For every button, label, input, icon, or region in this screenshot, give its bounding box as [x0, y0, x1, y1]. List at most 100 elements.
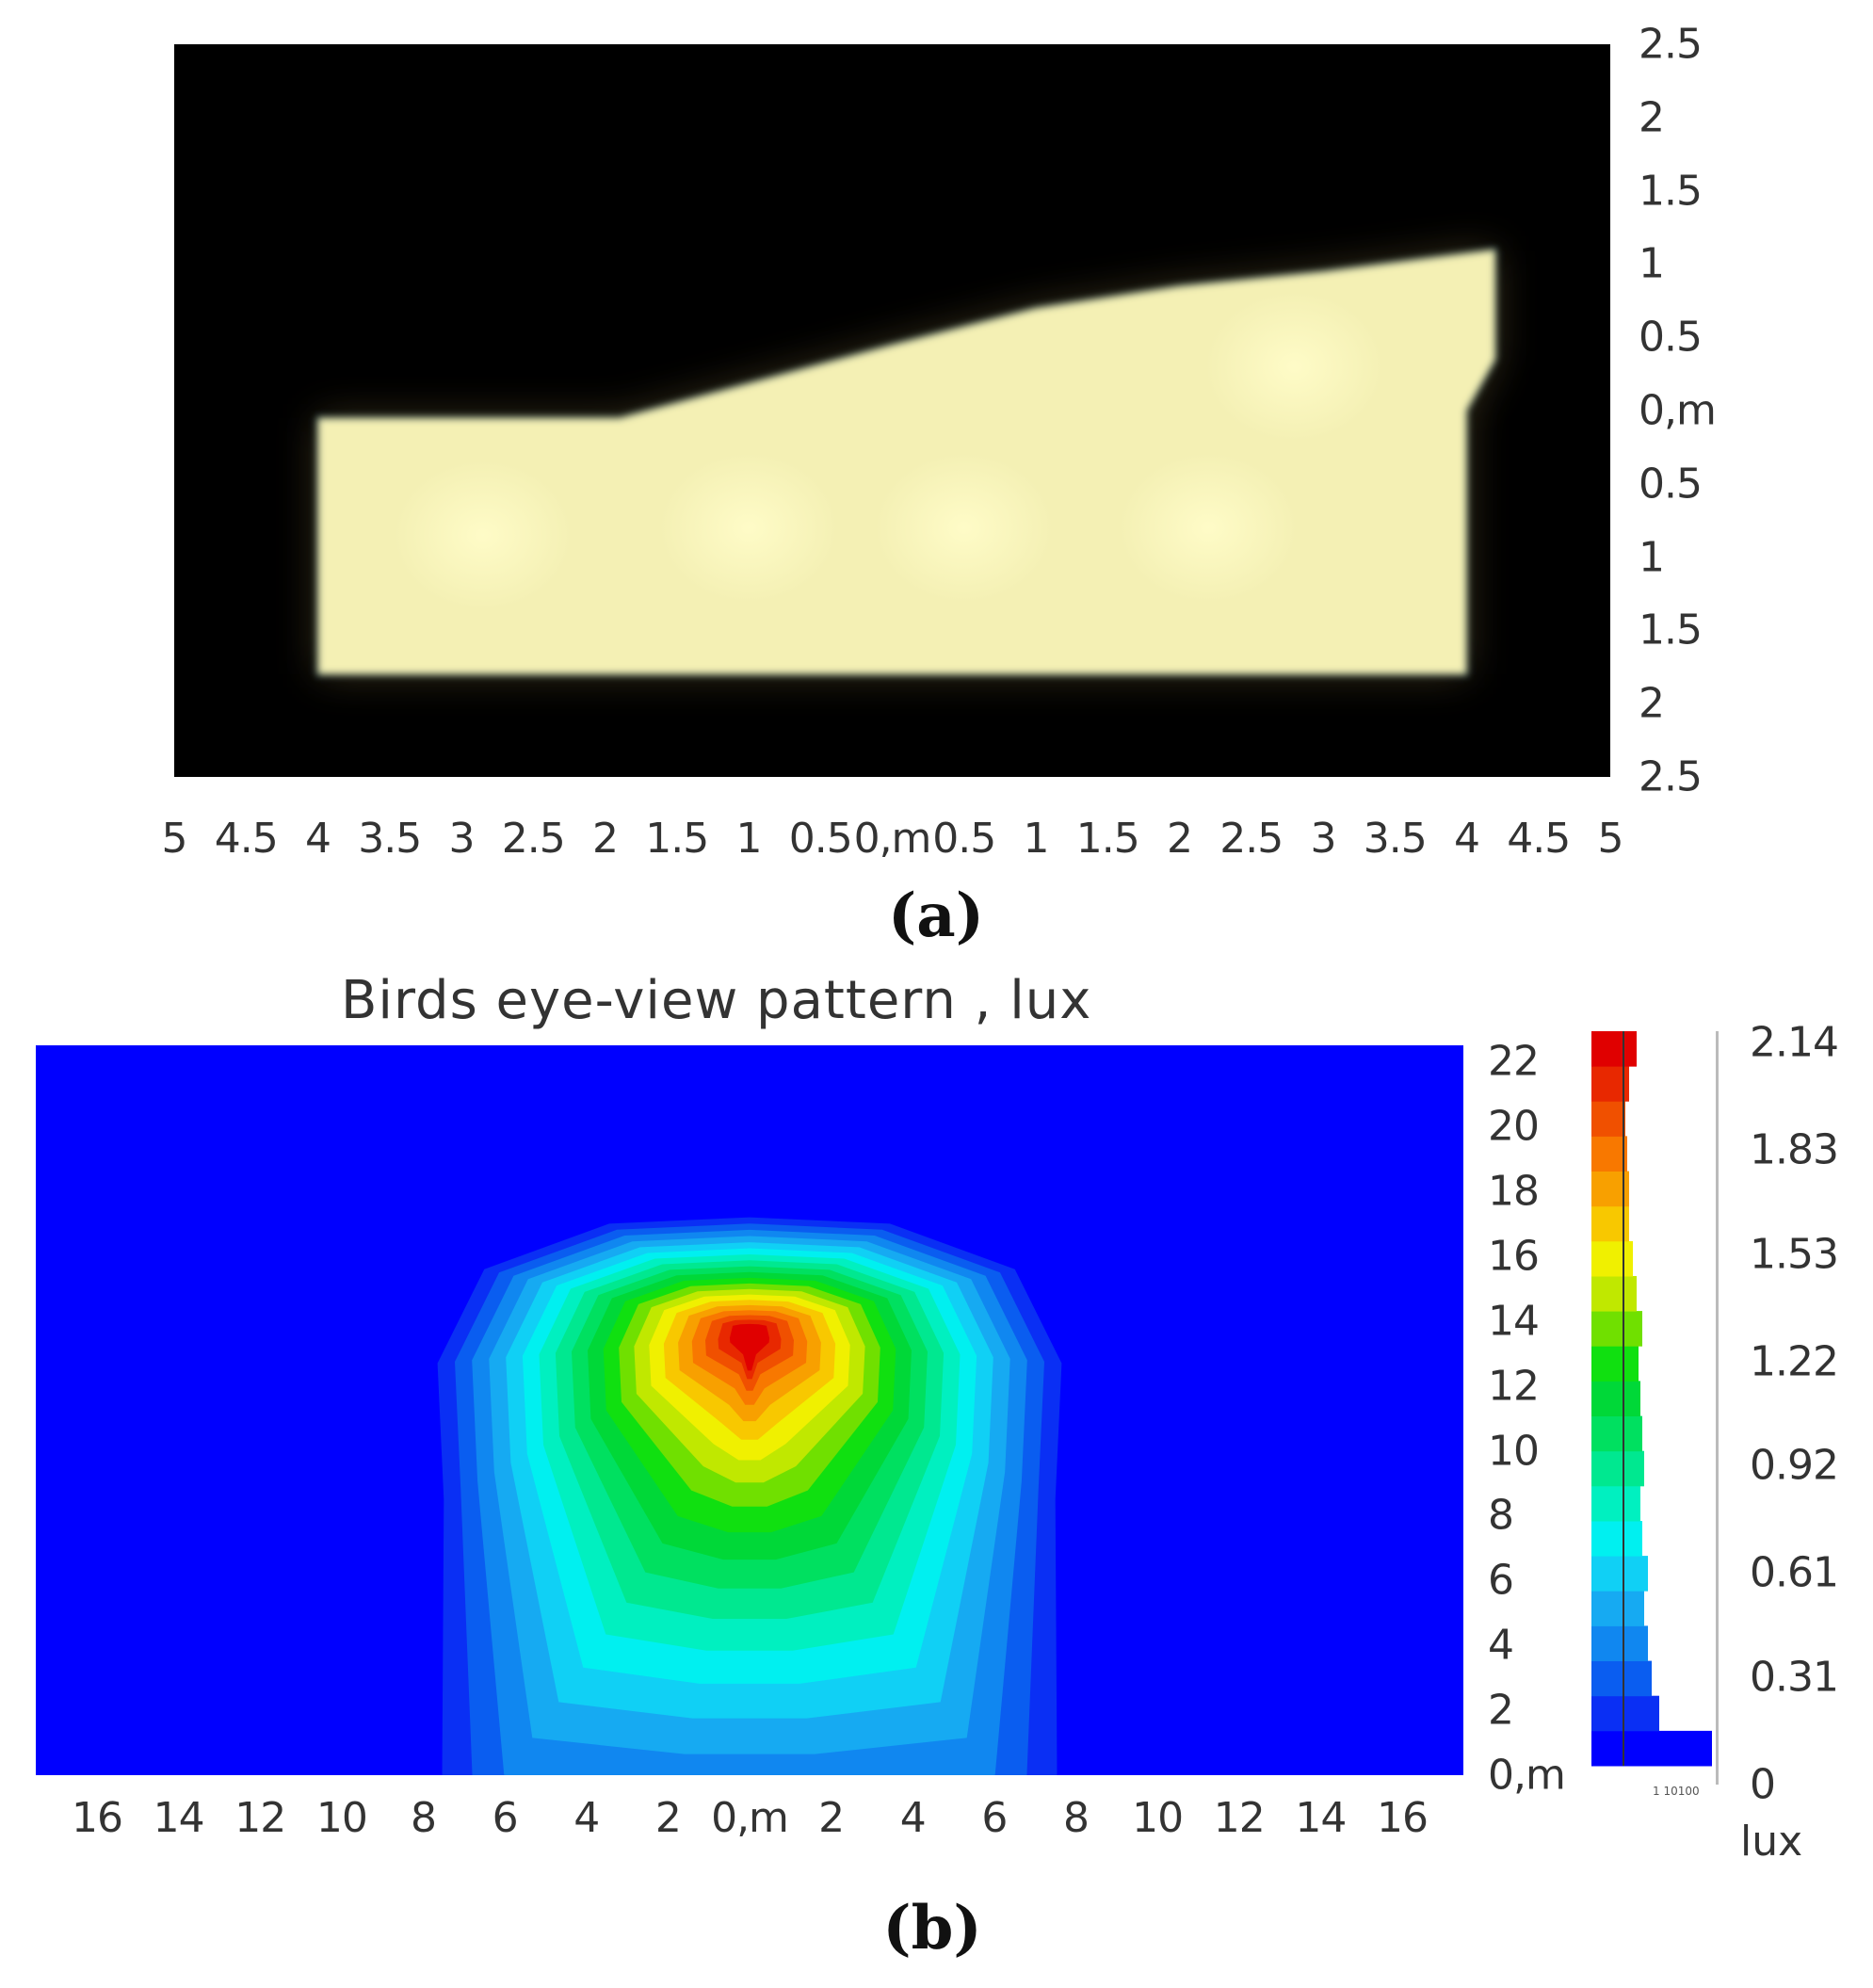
panel-a-x-tick: 1.5: [645, 815, 709, 863]
panel-a-y-tick: 2.5: [1639, 752, 1703, 801]
panel-b-y-tick: 8: [1488, 1491, 1514, 1540]
panel-a-x-tick: 3.5: [358, 815, 422, 863]
panel-a-y-tick: 2.5: [1639, 20, 1703, 69]
panel-a-y-tick: 1: [1639, 533, 1665, 582]
colorbar: [1591, 1031, 1712, 1767]
panel-a-x-tick: 2: [1167, 815, 1193, 863]
panel-b-x-tick: 10: [315, 1794, 368, 1842]
colorbar-tick: 1.22: [1750, 1337, 1839, 1386]
panel-b-x-tick: 6: [981, 1794, 1008, 1842]
panel-a-x-tick: 2: [592, 815, 619, 863]
panel-a-y-tick: 0.5: [1639, 313, 1703, 362]
colorbar-segment: [1591, 1660, 1652, 1697]
panel-b-plot: [36, 1045, 1463, 1775]
panel-b-y-tick: 0,m: [1488, 1751, 1566, 1800]
panel-b-x-tick: 16: [71, 1794, 123, 1842]
panel-a-hotspot: [1204, 291, 1384, 443]
panel-a-y-tick: 1.5: [1639, 167, 1703, 216]
panel-a-plot: [174, 44, 1610, 777]
colorbar-unit-label: lux: [1740, 1818, 1803, 1866]
colorbar-segment: [1591, 1031, 1637, 1067]
panel-b-x-tick: 10: [1132, 1794, 1184, 1842]
panel-a-x-tick: 0.5: [932, 815, 996, 863]
panel-b-y-tick: 10: [1488, 1427, 1540, 1476]
panel-a-x-tick: 3: [1310, 815, 1337, 863]
panel-b-x-tick: 8: [1063, 1794, 1090, 1842]
panel-a-x-tick: 4: [1454, 815, 1480, 863]
colorbar-segment: [1591, 1730, 1712, 1767]
panel-a-x-tick: 2.5: [1219, 815, 1284, 863]
colorbar-segment: [1591, 1381, 1640, 1416]
panel-a-x-tick: 4: [305, 815, 331, 863]
colorbar-tick: 0.92: [1750, 1441, 1839, 1490]
panel-a-x-tick: 3.5: [1363, 815, 1428, 863]
colorbar-segment: [1591, 1311, 1642, 1347]
panel-a-y-tick: 0,m: [1639, 386, 1717, 435]
panel-b-contour-band: [729, 1323, 770, 1371]
panel-a-y-tick: 2: [1639, 679, 1665, 728]
colorbar-segment: [1591, 1485, 1640, 1522]
colorbar-segment: [1591, 1591, 1644, 1626]
panel-a-x-tick: 1.5: [1075, 815, 1140, 863]
panel-a-hotspot: [874, 452, 1054, 604]
panel-b-y-tick: 12: [1488, 1362, 1540, 1411]
panel-b-x-tick: 2: [818, 1794, 845, 1842]
colorbar-segment: [1591, 1240, 1633, 1277]
panel-a-x-tick: 0.5: [788, 815, 853, 863]
panel-a-x-tick: 0,m: [853, 815, 932, 863]
colorbar-tick: 0: [1750, 1760, 1776, 1809]
panel-a-y-tick: 0.5: [1639, 460, 1703, 509]
panel-b-x-tick: 14: [153, 1794, 205, 1842]
colorbar-axis-line: [1716, 1031, 1719, 1785]
panel-b-y-tick: 6: [1488, 1556, 1514, 1605]
colorbar-tick: 0.61: [1750, 1548, 1839, 1597]
panel-b-x-tick: 0,m: [711, 1794, 789, 1842]
panel-b-y-tick: 4: [1488, 1621, 1514, 1670]
colorbar-tick: 0.31: [1750, 1653, 1839, 1702]
panel-b-x-tick: 8: [410, 1794, 437, 1842]
panel-b-x-tick: 14: [1295, 1794, 1347, 1842]
colorbar-tick: 1.53: [1750, 1230, 1839, 1279]
panel-b-x-tick: 2: [654, 1794, 682, 1842]
colorbar-segment: [1591, 1556, 1648, 1592]
panel-b-x-tick: 4: [573, 1794, 600, 1842]
colorbar-tick: 2.14: [1750, 1018, 1839, 1067]
panel-b-x-tick: 12: [1213, 1794, 1266, 1842]
panel-a-x-tick: 4.5: [214, 815, 279, 863]
panel-b-y-tick: 22: [1488, 1037, 1540, 1086]
panel-b-y-tick: 20: [1488, 1102, 1540, 1151]
panel-a-hotspot: [1119, 452, 1298, 604]
colorbar-segment: [1591, 1276, 1637, 1312]
panel-a-hotspot: [393, 460, 573, 611]
colorbar-hist-axis-label: 1 10100: [1653, 1785, 1700, 1798]
panel-a-y-tick: 1.5: [1639, 606, 1703, 655]
panel-b-x-tick: 4: [899, 1794, 927, 1842]
panel-b-x-tick: 6: [492, 1794, 519, 1842]
panel-a-x-tick: 4.5: [1507, 815, 1571, 863]
panel-a-y-tick: 2: [1639, 93, 1665, 142]
colorbar-segment: [1591, 1625, 1648, 1661]
panel-b-y-tick: 2: [1488, 1686, 1514, 1735]
colorbar-segment: [1591, 1101, 1625, 1137]
panel-b-x-tick: 16: [1377, 1794, 1429, 1842]
panel-a-x-tick: 3: [448, 815, 476, 863]
panel-b-x-tick: 12: [234, 1794, 286, 1842]
panel-a-y-tick: 1: [1639, 239, 1665, 288]
panel-b-label: (b): [882, 1893, 982, 1964]
colorbar-segment: [1591, 1450, 1644, 1487]
panel-a-label: (a): [887, 881, 985, 951]
panel-b-title: Birds eye-view pattern , lux: [341, 970, 1092, 1031]
colorbar-segment: [1591, 1346, 1639, 1382]
colorbar-tick: 1.83: [1750, 1125, 1839, 1174]
colorbar-segment: [1591, 1695, 1659, 1732]
panel-b-y-tick: 14: [1488, 1297, 1540, 1346]
panel-a-x-tick: 2.5: [501, 815, 566, 863]
panel-b-y-tick: 18: [1488, 1167, 1540, 1216]
colorbar-segment: [1591, 1415, 1642, 1452]
panel-b-y-tick: 16: [1488, 1232, 1540, 1281]
panel-a-x-tick: 5: [1597, 815, 1624, 863]
colorbar-segment: [1591, 1521, 1642, 1557]
panel-a-hotspot: [659, 452, 838, 604]
panel-a-x-tick: 1: [1023, 815, 1050, 863]
panel-a-x-tick: 1: [735, 815, 763, 863]
